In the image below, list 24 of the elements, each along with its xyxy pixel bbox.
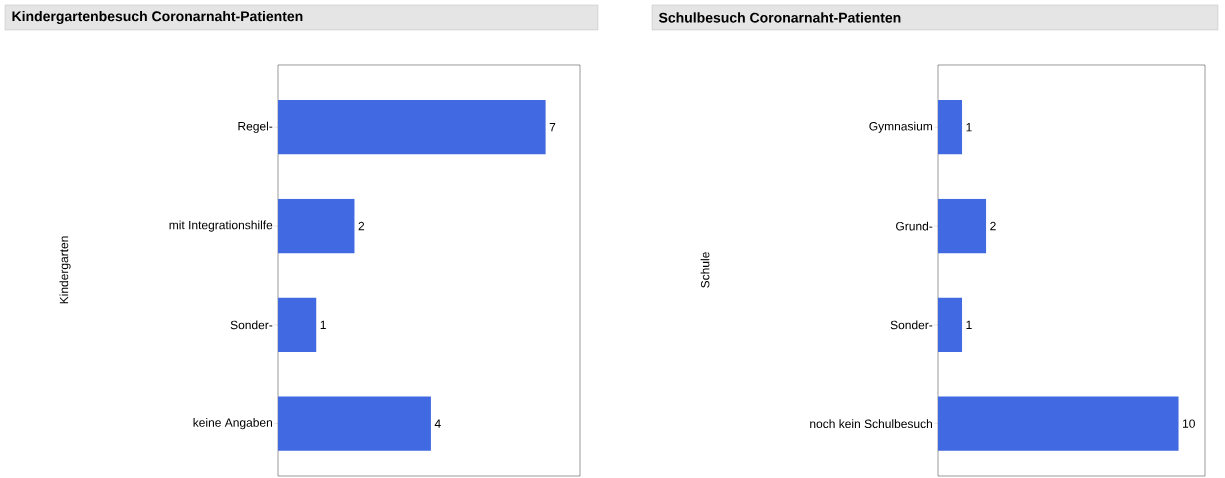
data-label: 7: [549, 123, 556, 132]
text: Schulbesuch Coronarnaht-Patienten: [658, 12, 901, 23]
data-label: 4: [434, 419, 441, 428]
y-axis-title: Kindergarten: [59, 236, 71, 304]
bar: [278, 297, 317, 353]
y-tick-label: Sonder-: [890, 320, 933, 330]
y-tick-label: Regel-: [238, 121, 273, 133]
text: Kindergartenbesuch Coronarnaht-Patienten: [12, 10, 303, 25]
data-label: 2: [990, 221, 996, 231]
y-axis-title: Schule: [700, 252, 710, 288]
y-tick-label: mit Integrationshilfe: [169, 220, 273, 232]
data-label: 1: [966, 320, 972, 329]
y-tick-label: Sonder-: [230, 320, 273, 330]
y-tick-label: noch kein Schulbesuch: [810, 419, 932, 429]
bar: [278, 396, 431, 451]
y-tick-label: keine Angaben: [193, 418, 273, 430]
y-tick-label: Gymnasium: [869, 121, 933, 133]
data-label: 1: [966, 123, 972, 132]
bar: [278, 100, 546, 155]
data-label: 10: [1182, 419, 1195, 428]
y-tick-label: Grund-: [896, 221, 933, 231]
bar: [278, 198, 355, 254]
data-label: 2: [358, 221, 365, 231]
data-label: 1: [320, 320, 326, 329]
